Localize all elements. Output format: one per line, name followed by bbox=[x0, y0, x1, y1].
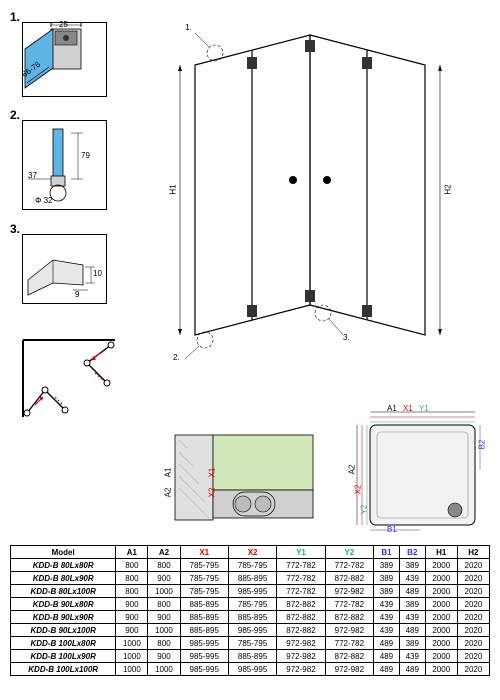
detail2-phi32: Φ 32 bbox=[35, 196, 53, 205]
detail2-label: 2. bbox=[10, 108, 20, 122]
pv-x1: X1 bbox=[403, 404, 413, 413]
wm-a1: A1 bbox=[163, 468, 172, 478]
pv-b1: B1 bbox=[387, 525, 397, 534]
detail1-box: 25 66-76 bbox=[22, 22, 107, 97]
table-row: KDD-B 100Lx80R1000800985-995785-795972-9… bbox=[11, 637, 490, 650]
main-isometric: H1 H2 1. 2. 3. bbox=[145, 25, 475, 365]
table-row: KDD-B 90Lx100R9001000885-895985-995872-8… bbox=[11, 624, 490, 637]
th-b1: B1 bbox=[374, 546, 400, 559]
th-model: Model bbox=[11, 546, 116, 559]
th-y1: Y1 bbox=[277, 546, 325, 559]
detail3-box: 9 10 bbox=[22, 234, 107, 304]
th-y2: Y2 bbox=[325, 546, 373, 559]
wm-x2: X2 bbox=[207, 488, 216, 498]
table-row: KDD-B 90Lx80R900800885-895785-795872-882… bbox=[11, 598, 490, 611]
dimensions-table: ModelA1A2X1X2Y1Y2B1B2H1H2 KDD-B 80Lx80R8… bbox=[10, 545, 490, 676]
iso-callout1: 1. bbox=[185, 23, 192, 32]
wm-a2: A2 bbox=[163, 488, 172, 498]
pv-y1: Y1 bbox=[419, 404, 429, 413]
mid-row: A1 A2 X1 X2 bbox=[10, 430, 490, 535]
detail2-dim79: 79 bbox=[81, 151, 90, 160]
wm-x1: X1 bbox=[207, 468, 216, 478]
iso-h1: H1 bbox=[169, 184, 178, 194]
pv-x2: X2 bbox=[353, 485, 362, 495]
iso-svg bbox=[145, 25, 475, 365]
detail3-label: 3. bbox=[10, 222, 20, 236]
detail2-box: 79 37 Φ 32 bbox=[22, 120, 107, 210]
th-a2: A2 bbox=[148, 546, 180, 559]
plan-view: A1 X1 Y1 B2 A2 X2 Y2 B1 bbox=[345, 400, 485, 530]
th-a1: A1 bbox=[116, 546, 148, 559]
detail1-dim-25: 25 bbox=[59, 20, 68, 29]
table-row: KDD-B 80Lx80R800800785-795785-795772-782… bbox=[11, 559, 490, 572]
table-row: KDD-B 100Lx100R10001000985-995985-995972… bbox=[11, 663, 490, 676]
th-b2: B2 bbox=[399, 546, 425, 559]
page: 1. 25 66-76 2. 79 37 Φ 32 bbox=[0, 0, 500, 700]
pv-a2: A2 bbox=[347, 465, 356, 475]
detail3-dim10: 10 bbox=[93, 269, 102, 278]
th-h1: H1 bbox=[425, 546, 457, 559]
th-x2: X2 bbox=[228, 546, 276, 559]
iso-h2: H2 bbox=[444, 184, 453, 194]
pv-a1: A1 bbox=[387, 404, 397, 413]
pv-y2: Y2 bbox=[359, 505, 368, 515]
detail3-dim9: 9 bbox=[75, 290, 79, 299]
wall-mount-detail: A1 A2 X1 X2 bbox=[165, 430, 315, 525]
pv-b2: B2 bbox=[477, 440, 486, 450]
table-row: KDD-B 90Lx90R900900885-895885-895872-882… bbox=[11, 611, 490, 624]
iso-callout2: 2. bbox=[173, 353, 180, 362]
table-row: KDD-B 100Lx90R1000900985-995885-895972-9… bbox=[11, 650, 490, 663]
table-row: KDD-B 80Lx100R8001000785-795985-995772-7… bbox=[11, 585, 490, 598]
table-row: KDD-B 80Lx90R800900785-795885-895772-782… bbox=[11, 572, 490, 585]
detail1-label: 1. bbox=[10, 10, 20, 24]
fold-diagram bbox=[15, 335, 120, 425]
th-h2: H2 bbox=[457, 546, 489, 559]
iso-callout3: 3. bbox=[343, 333, 350, 342]
th-x1: X1 bbox=[180, 546, 228, 559]
detail2-dim37: 37 bbox=[28, 171, 37, 180]
